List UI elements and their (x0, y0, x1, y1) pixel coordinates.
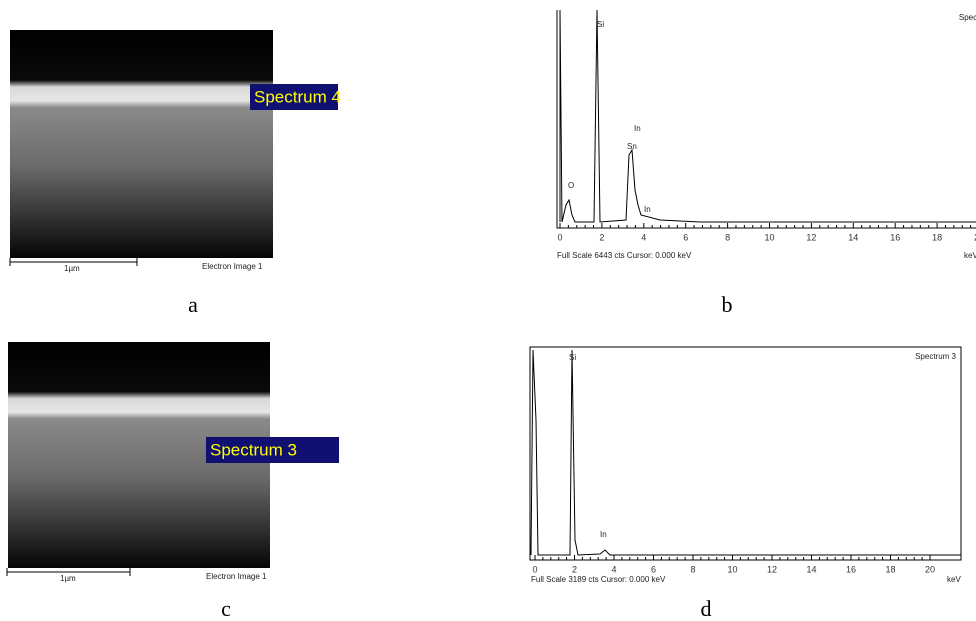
x-tick-label: 2 (599, 232, 604, 242)
spectrum-trace (530, 349, 961, 556)
peak-label: Si (597, 20, 604, 29)
x-tick-label: 12 (767, 564, 777, 574)
spectrum-tag: Spectrum 4 (254, 87, 341, 106)
image-caption: Electron Image 1 (202, 262, 263, 271)
peak-label: Si (569, 353, 576, 362)
sem-image (10, 30, 273, 258)
peak-label: O (568, 181, 574, 190)
x-tick-label: 6 (683, 232, 688, 242)
spectrum-tag: Spectrum 3 (210, 440, 297, 459)
peak-label: In (634, 124, 641, 133)
x-tick-label: 18 (932, 232, 942, 242)
spectrum-title: Spectrum (959, 13, 976, 22)
x-tick-label: 10 (764, 232, 774, 242)
panel-label: b (722, 292, 733, 317)
x-tick-label: 20 (974, 232, 976, 242)
x-tick-label: 8 (725, 232, 730, 242)
x-tick-label: 16 (846, 564, 856, 574)
spectrum-title: Spectrum 3 (915, 352, 956, 361)
scale-bar (6, 568, 131, 576)
x-tick-label: 8 (690, 564, 695, 574)
image-caption: Electron Image 1 (206, 572, 267, 581)
axis-frame (529, 346, 962, 561)
x-tick-label: 4 (641, 232, 646, 242)
panel-label: c (221, 596, 231, 621)
unit-label: keV (947, 575, 961, 584)
x-tick-label: 20 (925, 564, 935, 574)
x-tick-label: 0 (532, 564, 537, 574)
x-tick-label: 10 (727, 564, 737, 574)
spectrum-footer: Full Scale 3189 cts Cursor: 0.000 keV (531, 575, 666, 584)
scale-label: 1µm (64, 264, 80, 273)
unit-label: keV (964, 251, 976, 260)
panel-label: d (701, 596, 712, 621)
x-tick-label: 14 (806, 564, 816, 574)
x-tick-label: 16 (890, 232, 900, 242)
peak-label: Sn (627, 142, 637, 151)
x-tick-label: 4 (611, 564, 616, 574)
x-tick-label: 14 (848, 232, 858, 242)
spectrum-footer: Full Scale 6443 cts Cursor: 0.000 keV (557, 251, 692, 260)
x-tick-label: 12 (806, 232, 816, 242)
peak-label: In (644, 205, 651, 214)
scale-label: 1µm (60, 574, 76, 583)
x-tick-label: 6 (651, 564, 656, 574)
spectrum-trace (559, 9, 976, 223)
x-tick-label: 18 (885, 564, 895, 574)
scale-bar (9, 258, 138, 266)
x-tick-label: 0 (557, 232, 562, 242)
tag-box (206, 437, 339, 463)
x-tick-label: 2 (572, 564, 577, 574)
panel-label: a (188, 292, 198, 317)
axis-frame (556, 10, 976, 229)
peak-label: In (600, 530, 607, 539)
tag-box (250, 84, 338, 110)
